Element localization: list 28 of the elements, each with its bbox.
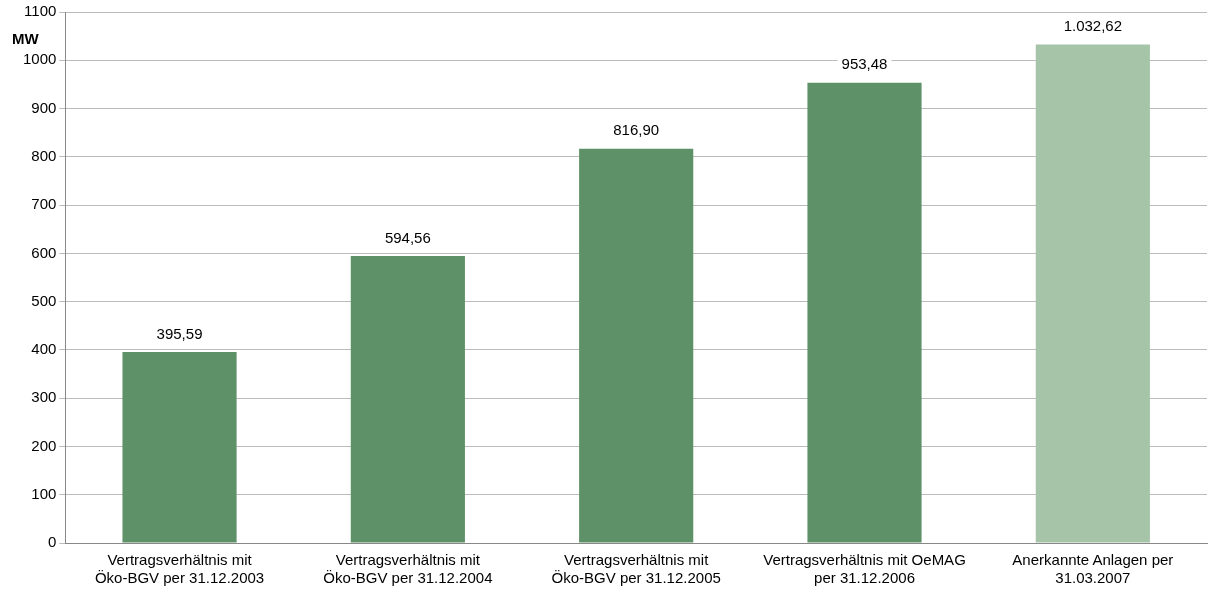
y-tick-label: 0: [48, 533, 57, 551]
y-tick-label: 900: [31, 98, 57, 116]
y-tick-label: 100: [31, 484, 57, 502]
data-label: 1.032,62: [1063, 17, 1123, 35]
x-tick-label: Vertragsverhältnis mit OeMAG per 31.12.2006: [763, 551, 966, 587]
x-tick-label: Vertragsverhältnis mit Öko-BGV per 31.12.2004: [323, 551, 493, 587]
y-tick-label: 700: [31, 195, 57, 213]
bar: [1035, 44, 1150, 543]
data-label: 395,59: [156, 324, 203, 342]
y-tick-label: 300: [31, 388, 57, 406]
bar: [350, 255, 465, 543]
x-tick-label: Anerkannte Anlagen per 31.03.2007: [1012, 551, 1174, 587]
y-tick-label: 500: [31, 291, 57, 309]
y-tick-label: 1100: [24, 2, 57, 20]
data-label: 816,90: [613, 121, 660, 139]
y-tick-label: 800: [31, 146, 57, 164]
bar: [122, 352, 237, 543]
y-tick-label: 600: [31, 243, 57, 261]
y-tick-label: 1000: [22, 50, 57, 68]
y-axis-title: MW: [12, 30, 40, 48]
bar: [579, 148, 694, 543]
data-label: 594,56: [384, 228, 431, 246]
x-tick-label: Vertragsverhältnis mit Öko-BGV per 31.12.2005: [551, 551, 721, 587]
y-tick-label: 400: [31, 340, 57, 358]
x-tick-label: Vertragsverhältnis mit Öko-BGV per 31.12.2003: [94, 551, 265, 587]
data-label: 953,48: [841, 55, 888, 73]
bar: [807, 82, 922, 543]
y-tick-label: 200: [31, 436, 57, 454]
